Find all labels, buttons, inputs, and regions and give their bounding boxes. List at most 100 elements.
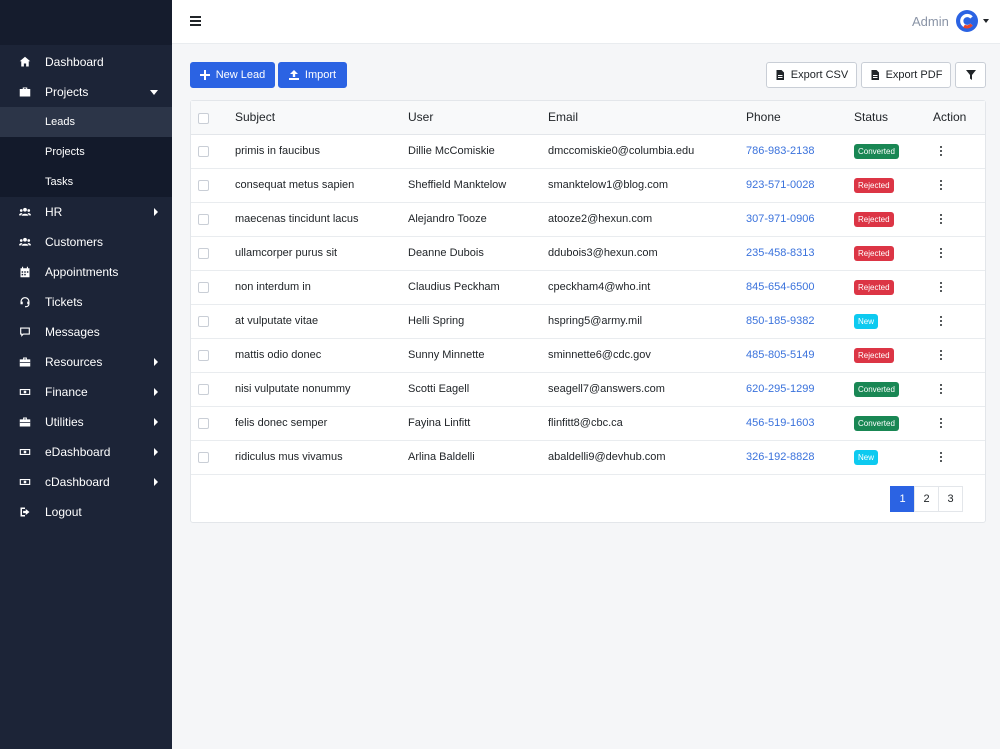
export-csv-button[interactable]: Export CSV — [766, 62, 857, 88]
cell-email: seagell7@answers.com — [548, 383, 665, 395]
leads-table: Subject User Email Phone Status Action p… — [191, 101, 985, 475]
sidebar-item-finance[interactable]: Finance — [0, 377, 172, 407]
row-checkbox[interactable] — [198, 349, 209, 361]
briefcase-icon — [18, 85, 32, 99]
table-body: primis in faucibus Dillie McComiskie dmcco… — [191, 134, 985, 474]
sidebar-item-projects[interactable]: Projects — [0, 77, 172, 107]
header-email[interactable]: Email — [548, 110, 579, 125]
sidebar-subitem-projects[interactable]: Projects — [45, 146, 85, 158]
row-select-cell — [191, 304, 235, 338]
status-badge: Converted — [854, 415, 899, 431]
sidebar-subitem-tasks[interactable]: Tasks — [45, 176, 74, 188]
cell-subject: mattis odio donec — [235, 349, 322, 361]
sidebar-item-label: Resources — [45, 355, 103, 369]
header-subject[interactable]: Subject — [235, 110, 276, 125]
avatar[interactable] — [955, 9, 979, 33]
table-row: non interdum in Claudius Peckham cpeckham4… — [191, 270, 985, 304]
phone-link[interactable]: 235-458-8313 — [746, 247, 815, 259]
sidebar-subitem-leads[interactable]: Leads — [0, 107, 172, 137]
phone-link[interactable]: 307-971-0906 — [746, 213, 815, 225]
phone-link[interactable]: 326-192-8828 — [746, 451, 815, 463]
row-select-cell — [191, 134, 235, 168]
sidebar-item-cdashboard[interactable]: cDashboard — [0, 467, 172, 497]
phone-link[interactable]: 923-571-0028 — [746, 179, 815, 191]
phone-link[interactable]: 485-805-5149 — [746, 349, 815, 361]
sidebar: Dashboard Projects Leads Projects Tasks … — [0, 0, 172, 749]
sidebar-item-edashboard[interactable]: eDashboard — [0, 437, 172, 467]
sidebar-item-hr[interactable]: HR — [0, 197, 172, 227]
sidebar-item-tickets[interactable]: Tickets — [0, 287, 172, 317]
cell-email: ddubois3@hexun.com — [548, 247, 658, 259]
page-button[interactable]: 3 — [938, 486, 963, 512]
sidebar-item-dashboard[interactable]: Dashboard — [0, 47, 172, 77]
row-select-cell — [191, 168, 235, 202]
row-checkbox[interactable] — [198, 315, 209, 327]
table-header-row: Subject User Email Phone Status Action — [191, 101, 985, 134]
export-pdf-button[interactable]: Export PDF — [861, 62, 951, 88]
sidebar-item-label: Finance — [45, 385, 88, 399]
phone-link[interactable]: 620-295-1299 — [746, 383, 815, 395]
chevron-down-icon[interactable] — [983, 19, 989, 23]
select-all-checkbox[interactable] — [198, 112, 209, 124]
row-checkbox[interactable] — [198, 281, 209, 293]
cell-phone: 235-458-8313 — [746, 236, 854, 270]
sidebar-item-label: HR — [45, 205, 63, 219]
row-checkbox[interactable] — [198, 179, 209, 191]
filter-button[interactable] — [955, 62, 986, 88]
sidebar-item-logout[interactable]: Logout — [0, 497, 172, 527]
cell-user: Sunny Minnette — [408, 349, 485, 361]
more-actions-icon[interactable] — [936, 280, 946, 294]
logout-icon — [18, 505, 32, 519]
sidebar-item-messages[interactable]: Messages — [0, 317, 172, 347]
row-select-cell — [191, 236, 235, 270]
phone-link[interactable]: 786-983-2138 — [746, 145, 815, 157]
phone-link[interactable]: 456-519-1603 — [746, 417, 815, 429]
sidebar-item-customers[interactable]: Customers — [0, 227, 172, 257]
import-button[interactable]: Import — [278, 62, 347, 88]
more-actions-icon[interactable] — [936, 450, 946, 464]
phone-link[interactable]: 850-185-9382 — [746, 315, 815, 327]
leads-table-card: Subject User Email Phone Status Action p… — [190, 100, 986, 523]
page-button[interactable]: 2 — [914, 486, 939, 512]
cell-phone: 923-571-0028 — [746, 168, 854, 202]
cell-status: Converted — [854, 372, 933, 406]
chevron-right-icon — [154, 448, 158, 456]
more-actions-icon[interactable] — [936, 246, 946, 260]
cell-user: Scotti Eagell — [408, 383, 470, 395]
more-actions-icon[interactable] — [936, 144, 946, 158]
header-status[interactable]: Status — [854, 110, 889, 125]
calendar-icon — [18, 265, 32, 279]
cell-subject: felis donec semper — [235, 417, 328, 429]
projects-submenu: Leads Projects Tasks — [0, 107, 172, 197]
page-button[interactable]: 1 — [890, 486, 915, 512]
new-lead-button[interactable]: New Lead — [190, 62, 275, 88]
row-select-cell — [191, 202, 235, 236]
header-user[interactable]: User — [408, 110, 434, 125]
header-phone[interactable]: Phone — [746, 110, 781, 125]
row-checkbox[interactable] — [198, 417, 209, 429]
sidebar-item-appointments[interactable]: Appointments — [0, 257, 172, 287]
cell-email: atooze2@hexun.com — [548, 213, 653, 225]
row-checkbox[interactable] — [198, 247, 209, 259]
sidebar-item-label: eDashboard — [45, 445, 111, 459]
cell-phone: 485-805-5149 — [746, 338, 854, 372]
more-actions-icon[interactable] — [936, 382, 946, 396]
more-actions-icon[interactable] — [936, 416, 946, 430]
phone-link[interactable]: 845-654-6500 — [746, 281, 815, 293]
sidebar-item-label: Customers — [45, 235, 104, 249]
row-checkbox[interactable] — [198, 145, 209, 157]
more-actions-icon[interactable] — [936, 212, 946, 226]
menu-toggle-icon[interactable] — [190, 16, 201, 26]
row-checkbox[interactable] — [198, 451, 209, 463]
row-checkbox[interactable] — [198, 383, 209, 395]
more-actions-icon[interactable] — [936, 178, 946, 192]
more-actions-icon[interactable] — [936, 314, 946, 328]
file-csv-icon — [776, 70, 784, 80]
sidebar-item-utilities[interactable]: Utilities — [0, 407, 172, 437]
more-actions-icon[interactable] — [936, 348, 946, 362]
row-checkbox[interactable] — [198, 213, 209, 225]
sidebar-item-resources[interactable]: Resources — [0, 347, 172, 377]
cell-phone: 786-983-2138 — [746, 134, 854, 168]
cell-user: Alejandro Tooze — [408, 213, 487, 225]
